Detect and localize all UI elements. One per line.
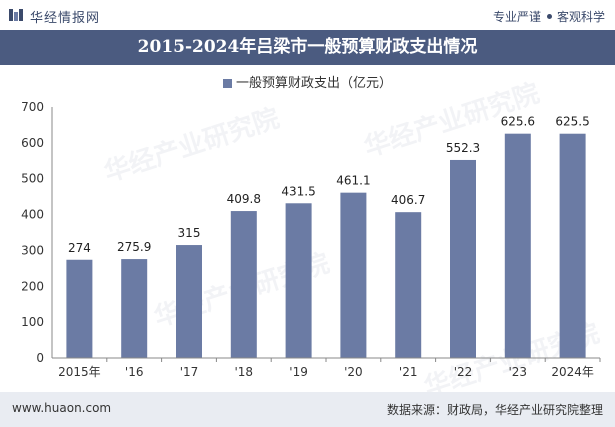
bar [559, 133, 586, 358]
legend-swatch-icon [222, 79, 232, 88]
y-tick-label: 200 [21, 279, 44, 293]
bar-value-label: 625.5 [555, 115, 589, 129]
bar-value-label: 461.1 [336, 174, 370, 188]
y-tick-label: 700 [21, 100, 44, 114]
legend: 一般预算财政支出（亿元） [0, 72, 615, 91]
bar-value-label: 431.5 [281, 184, 315, 198]
logo-icon [9, 9, 23, 21]
x-axis: 2015年 '16 '17 '18 '19 '20 '21 '22 '23 2024年 [52, 357, 601, 379]
bar [176, 245, 202, 358]
bar [450, 159, 476, 358]
tagline-left: 专业严谨 [492, 10, 541, 24]
tagline-dot-icon [546, 14, 552, 19]
y-tick-label: 300 [21, 243, 44, 257]
bar [66, 259, 93, 358]
bar [285, 203, 312, 358]
y-tick-label: 400 [21, 208, 44, 222]
bar-chart: 0 100 200 300 400 500 600 700 274 275.9 315 409.8 4… [21, 100, 601, 379]
x-tick-label: '23 [509, 365, 528, 379]
value-labels: 274 275.9 315 409.8 431.5 461.1 406.7 552.3 625.… [68, 115, 590, 255]
bar-value-label: 275.9 [117, 240, 151, 254]
footer: www.huaon.com 数据来源：财政局，华经产业研究院整理 [0, 392, 615, 427]
bar [121, 259, 148, 358]
footer-source: 数据来源：财政局，华经产业研究院整理 [386, 403, 603, 417]
y-tick-label: 500 [21, 172, 44, 186]
x-tick-label: '21 [399, 365, 418, 379]
x-tick-label: 2015年 [58, 365, 101, 379]
y-tick-label: 600 [21, 136, 44, 150]
x-tick-label: '20 [344, 365, 363, 379]
y-axis: 0 100 200 300 400 500 600 700 [21, 100, 53, 365]
brand-name: 华经情报网 [30, 11, 101, 26]
x-tick-label: '17 [180, 365, 199, 379]
x-tick-label: '16 [125, 365, 144, 379]
bars [66, 133, 586, 358]
bar-value-label: 315 [178, 226, 201, 240]
bar-value-label: 409.8 [227, 192, 261, 206]
x-tick-label: '18 [235, 365, 254, 379]
tagline: 专业严谨 客观科学 [493, 8, 605, 25]
bar-value-label: 625.6 [501, 115, 535, 129]
tagline-right: 客观科学 [556, 10, 605, 24]
legend-label: 一般预算财政支出（亿元） [235, 76, 392, 91]
bar [395, 212, 422, 358]
bar [504, 133, 531, 358]
top-bar: 华经情报网 专业严谨 客观科学 [0, 0, 615, 30]
y-tick-label: 0 [36, 351, 44, 365]
bar-value-label: 274 [68, 241, 91, 255]
bar-value-label: 406.7 [391, 193, 425, 207]
y-tick-label: 100 [21, 315, 44, 329]
x-tick-label: '19 [289, 365, 308, 379]
x-tick-label: '22 [454, 365, 473, 379]
bar [230, 211, 257, 358]
bar [340, 192, 367, 358]
footer-url: www.huaon.com [12, 401, 112, 415]
x-tick-label: 2024年 [551, 365, 594, 379]
chart-title: 2015-2024年吕梁市一般预算财政支出情况 [0, 30, 615, 65]
bar-value-label: 552.3 [446, 141, 480, 155]
